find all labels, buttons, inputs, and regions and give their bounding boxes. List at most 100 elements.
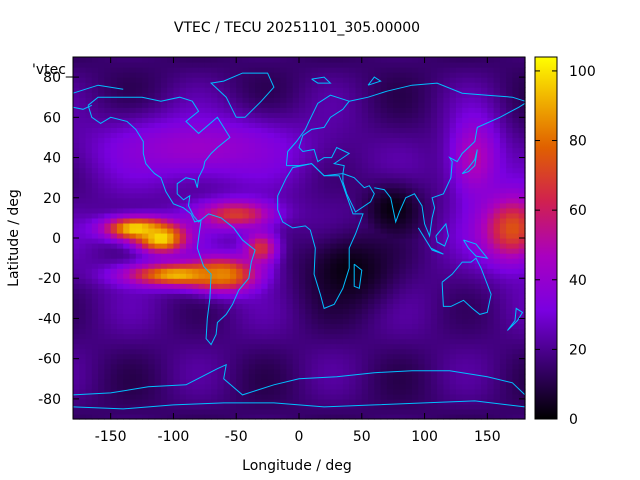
heatmap-cell	[468, 192, 476, 199]
heatmap-cell	[399, 283, 407, 289]
heatmap-cell	[186, 398, 193, 405]
heatmap-cell	[104, 152, 112, 159]
heatmap-cell	[418, 182, 426, 189]
heatmap-cell	[393, 177, 401, 184]
heatmap-cell	[430, 263, 438, 269]
heatmap-cell	[330, 393, 338, 400]
heatmap-cell	[474, 333, 482, 340]
heatmap-cell	[418, 92, 426, 98]
heatmap-cell	[336, 137, 344, 144]
heatmap-cell	[468, 278, 476, 284]
heatmap-cell	[474, 288, 482, 294]
heatmap-cell	[255, 72, 262, 78]
heatmap-cell	[418, 273, 426, 279]
heatmap-cell	[116, 147, 124, 154]
heatmap-cell	[255, 288, 262, 294]
heatmap-cell	[148, 212, 156, 219]
heatmap-cell	[380, 373, 388, 380]
heatmap-cell	[455, 87, 463, 93]
heatmap-cell	[223, 112, 231, 118]
heatmap-cell	[255, 398, 262, 405]
heatmap-cell	[487, 222, 495, 229]
heatmap-cell	[198, 318, 206, 325]
heatmap-cell	[85, 243, 93, 249]
heatmap-cell	[160, 408, 168, 415]
heatmap-cell	[474, 293, 482, 299]
heatmap-cell	[129, 378, 137, 385]
heatmap-cell	[85, 87, 93, 93]
heatmap-cell	[248, 343, 256, 350]
heatmap-cell	[142, 227, 149, 234]
heatmap-cell	[167, 57, 175, 63]
heatmap-cell	[267, 122, 275, 128]
heatmap-cell	[499, 238, 507, 244]
heatmap-cell	[129, 293, 137, 299]
heatmap-cell	[317, 192, 325, 199]
heatmap-cell	[380, 313, 388, 320]
heatmap-cell	[324, 232, 331, 239]
heatmap-cell	[317, 343, 325, 350]
heatmap-cell	[499, 147, 507, 154]
heatmap-cell	[368, 393, 375, 400]
heatmap-cell	[336, 313, 344, 320]
heatmap-cell	[317, 212, 325, 219]
heatmap-cell	[110, 383, 118, 390]
heatmap-cell	[349, 293, 357, 299]
heatmap-cell	[116, 142, 124, 149]
heatmap-cell	[361, 97, 369, 103]
heatmap-cell	[361, 268, 369, 274]
heatmap-cell	[455, 313, 463, 320]
heatmap-cell	[286, 147, 294, 154]
heatmap-cell	[273, 232, 281, 239]
heatmap-cell	[211, 328, 218, 335]
heatmap-cell	[324, 393, 331, 400]
heatmap-cell	[437, 308, 444, 315]
heatmap-cell	[499, 182, 507, 189]
heatmap-cell	[73, 348, 80, 355]
heatmap-cell	[342, 303, 350, 309]
heatmap-cell	[462, 112, 470, 118]
heatmap-cell	[430, 102, 438, 108]
heatmap-cell	[85, 333, 93, 340]
heatmap-cell	[474, 378, 482, 385]
heatmap-cell	[129, 328, 137, 335]
heatmap-cell	[324, 323, 331, 330]
heatmap-cell	[386, 283, 394, 289]
heatmap-cell	[405, 202, 413, 209]
heatmap-cell	[493, 268, 501, 274]
heatmap-cell	[443, 197, 451, 204]
heatmap-cell	[299, 333, 306, 340]
heatmap-cell	[192, 172, 200, 179]
heatmap-cell	[236, 338, 244, 345]
heatmap-cell	[443, 102, 451, 108]
heatmap-cell	[355, 207, 363, 214]
heatmap-cell	[173, 127, 181, 134]
heatmap-cell	[455, 308, 463, 315]
heatmap-cell	[142, 142, 149, 149]
heatmap-cell	[305, 132, 313, 139]
heatmap-cell	[129, 132, 137, 139]
heatmap-cell	[261, 192, 269, 199]
heatmap-cell	[236, 117, 244, 123]
heatmap-cell	[192, 343, 200, 350]
heatmap-cell	[311, 127, 319, 134]
heatmap-cell	[148, 77, 156, 83]
heatmap-cell	[299, 92, 306, 98]
heatmap-cell	[399, 72, 407, 78]
heatmap-cell	[311, 172, 319, 179]
heatmap-cell	[211, 127, 218, 134]
heatmap-cell	[330, 177, 338, 184]
heatmap-cell	[342, 268, 350, 274]
heatmap-cell	[412, 117, 419, 123]
heatmap-cell	[474, 202, 482, 209]
heatmap-cell	[449, 142, 457, 149]
heatmap-cell	[330, 388, 338, 395]
heatmap-cell	[380, 197, 388, 204]
heatmap-cell	[223, 338, 231, 345]
heatmap-cell	[104, 197, 112, 204]
heatmap-cell	[148, 117, 156, 123]
heatmap-cell	[273, 293, 281, 299]
heatmap-cell	[386, 293, 394, 299]
heatmap-cell	[129, 112, 137, 118]
heatmap-cell	[355, 313, 363, 320]
